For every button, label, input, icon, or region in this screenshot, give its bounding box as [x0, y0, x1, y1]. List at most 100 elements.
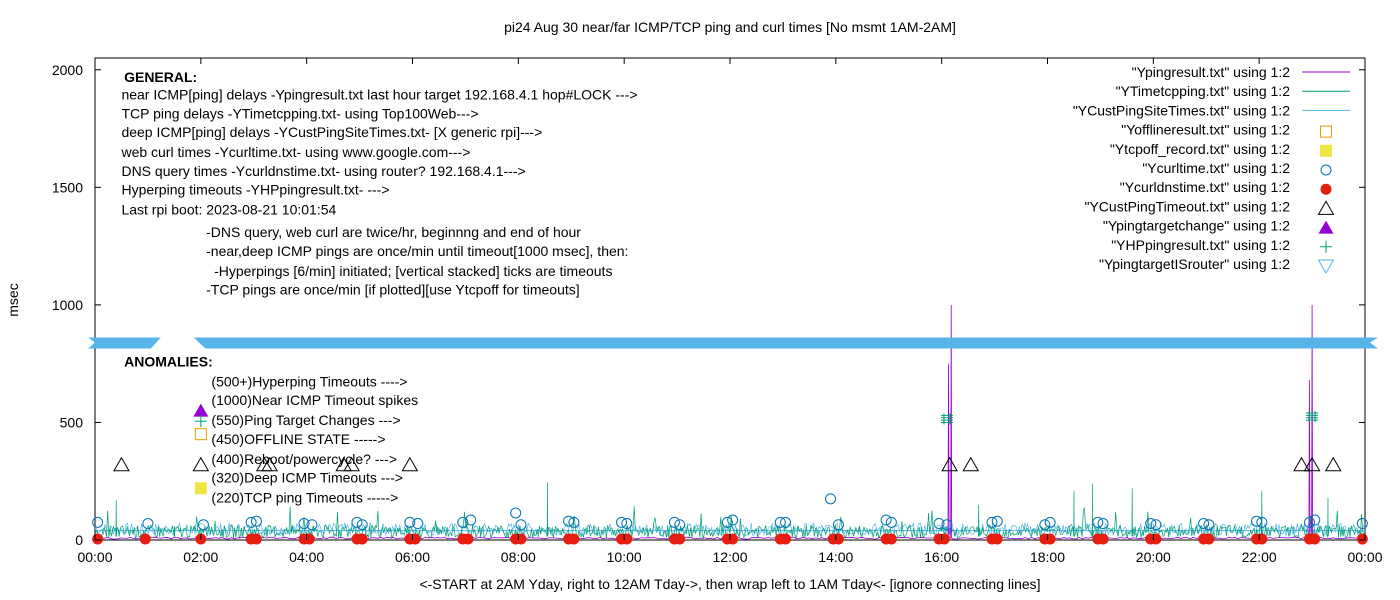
- legend-label: "Yofflineresult.txt" using 1:2: [1121, 122, 1290, 138]
- dns-time-point: [1097, 533, 1109, 545]
- legend-marker-sample: [1320, 183, 1332, 195]
- annotation-text: Last rpi boot: 2023-08-21 10:01:54: [121, 202, 336, 218]
- legend: "Ypingresult.txt" using 1:2 "YTimetcpping…: [1073, 64, 1350, 275]
- annotation-text: GENERAL:: [124, 69, 197, 85]
- anomaly-legend-marker: [192, 456, 210, 472]
- y-tick-label: 500: [60, 414, 84, 430]
- dns-time-point: [92, 533, 104, 545]
- curl-time-point: [515, 519, 527, 531]
- annotation-text: DNS query times -Ycurldnstime.txt- using…: [121, 163, 525, 179]
- curl-time-point: [351, 516, 363, 528]
- legend-marker-sample: [1320, 144, 1332, 157]
- curl-time-point: [563, 515, 575, 527]
- curl-time-point: [1256, 516, 1268, 528]
- legend-label: "Ypingresult.txt" using 1:2: [1132, 64, 1291, 80]
- curl-time-point: [933, 518, 945, 530]
- legend-label: "YpingtargetISrouter" using 1:2: [1099, 256, 1290, 272]
- series-tcp-ping-line: [94, 482, 1366, 540]
- dns-time-point: [1150, 533, 1162, 545]
- annotation-text: -DNS query, web curl are twice/hr, begin…: [206, 224, 581, 240]
- x-tick-label: 04:00: [289, 549, 324, 565]
- curl-time-point: [457, 516, 469, 528]
- annotation-text: (320)Deep ICMP Timeouts --->: [211, 470, 403, 486]
- annotation-text: near ICMP[ping] delays -Ypingresult.txt …: [121, 86, 637, 102]
- x-tick-label: 00:00: [77, 549, 112, 565]
- curl-time-point: [197, 519, 209, 531]
- divider-band: [88, 337, 1379, 349]
- legend-label: "Ypingtargetchange" using 1:2: [1103, 218, 1290, 234]
- dns-time-point: [1309, 533, 1321, 545]
- curl-time-point: [412, 518, 424, 530]
- legend-marker-sample: [1320, 125, 1332, 138]
- annotation-text: -TCP pings are once/min [if plotted][use…: [206, 282, 580, 298]
- curl-time-point: [1198, 518, 1210, 530]
- curl-time-point: [774, 516, 786, 528]
- curl-time-point: [616, 516, 628, 528]
- deep-icmp-timeout-point: [1324, 456, 1342, 472]
- hyperping-timeout-point: [940, 413, 953, 418]
- dns-time-point: [727, 533, 739, 545]
- curl-time-point: [250, 515, 262, 527]
- legend-marker-sample: [1318, 220, 1334, 234]
- annotation-layer: GENERAL:near ICMP[ping] delays -Ypingres…: [120, 69, 637, 506]
- curl-time-point: [356, 519, 368, 531]
- legend-label: "YTimetcpping.txt" using 1:2: [1116, 83, 1291, 99]
- annotation-text: (400)Reboot/powercycle? --->: [211, 451, 397, 467]
- curl-time-point: [780, 516, 792, 528]
- x-tick-label: 12:00: [712, 549, 747, 565]
- divider-band-right: [193, 337, 1379, 349]
- dns-time-point: [356, 533, 368, 545]
- annotation-text: -near,deep ICMP pings are once/min until…: [206, 243, 628, 259]
- legend-marker-sample: [1320, 240, 1332, 253]
- dns-time-point: [1203, 533, 1215, 545]
- dns-time-point: [1356, 533, 1368, 545]
- deep-icmp-timeout-point: [261, 456, 278, 472]
- curl-time-point: [306, 519, 318, 531]
- curl-time-point: [727, 514, 739, 526]
- curl-time-point: [674, 519, 686, 531]
- x-tick-label: 14:00: [818, 549, 853, 565]
- curl-time-point: [1303, 516, 1315, 528]
- curl-time-point: [142, 518, 154, 530]
- legend-label: "YCustPingSiteTimes.txt" using 1:2: [1073, 102, 1290, 118]
- x-axis-label: <-START at 2AM Yday, right to 12AM Tday-…: [419, 576, 1040, 592]
- annotation-text: (450)OFFLINE STATE ----->: [211, 431, 385, 447]
- annotation-text: (220)TCP ping Timeouts ----->: [211, 490, 398, 506]
- annotation-text: deep ICMP[ping] delays -YCustPingSiteTim…: [121, 124, 542, 140]
- y-tick-label: 2000: [52, 62, 83, 78]
- dns-time-point: [462, 533, 474, 545]
- curl-time-point: [1044, 516, 1056, 528]
- x-tick-label: 08:00: [501, 549, 536, 565]
- curl-time-point: [832, 519, 844, 531]
- chart-title: pi24 Aug 30 near/far ICMP/TCP ping and c…: [504, 19, 956, 35]
- legend-marker-sample: [1320, 164, 1332, 176]
- curl-time-point: [825, 493, 837, 505]
- curl-time-point: [92, 516, 104, 528]
- legend-label: "Ytcpoff_record.txt" using 1:2: [1110, 141, 1290, 157]
- curl-time-point: [510, 507, 522, 519]
- anomaly-legend-marker: [194, 482, 207, 495]
- curl-time-point: [1039, 519, 1051, 531]
- anomaly-legend-marker: [194, 415, 207, 428]
- divider-band-left: [88, 337, 161, 349]
- dns-time-point: [780, 533, 792, 545]
- curl-time-point: [1150, 519, 1162, 531]
- curl-time-point: [1145, 518, 1157, 530]
- legend-marker-sample: [1317, 259, 1335, 275]
- dns-time-point: [938, 533, 950, 545]
- x-tick-label: 16:00: [924, 549, 959, 565]
- curl-time-point: [465, 514, 477, 526]
- hyperping-timeout-point: [1306, 411, 1319, 416]
- dns-time-point: [674, 533, 686, 545]
- dns-time-point: [515, 533, 527, 545]
- x-tick-label: 22:00: [1242, 549, 1277, 565]
- deep-icmp-timeout-point: [113, 456, 130, 472]
- curl-time-point: [885, 516, 897, 528]
- curl-time-point: [245, 516, 257, 528]
- data-layer: [92, 304, 1368, 545]
- curl-time-point: [941, 519, 953, 531]
- curl-time-point: [1203, 519, 1215, 531]
- x-tick-label: 10:00: [607, 549, 642, 565]
- y-axis-label: msec: [5, 283, 21, 316]
- legend-label: "YHPpingresult.txt" using 1:2: [1111, 237, 1290, 253]
